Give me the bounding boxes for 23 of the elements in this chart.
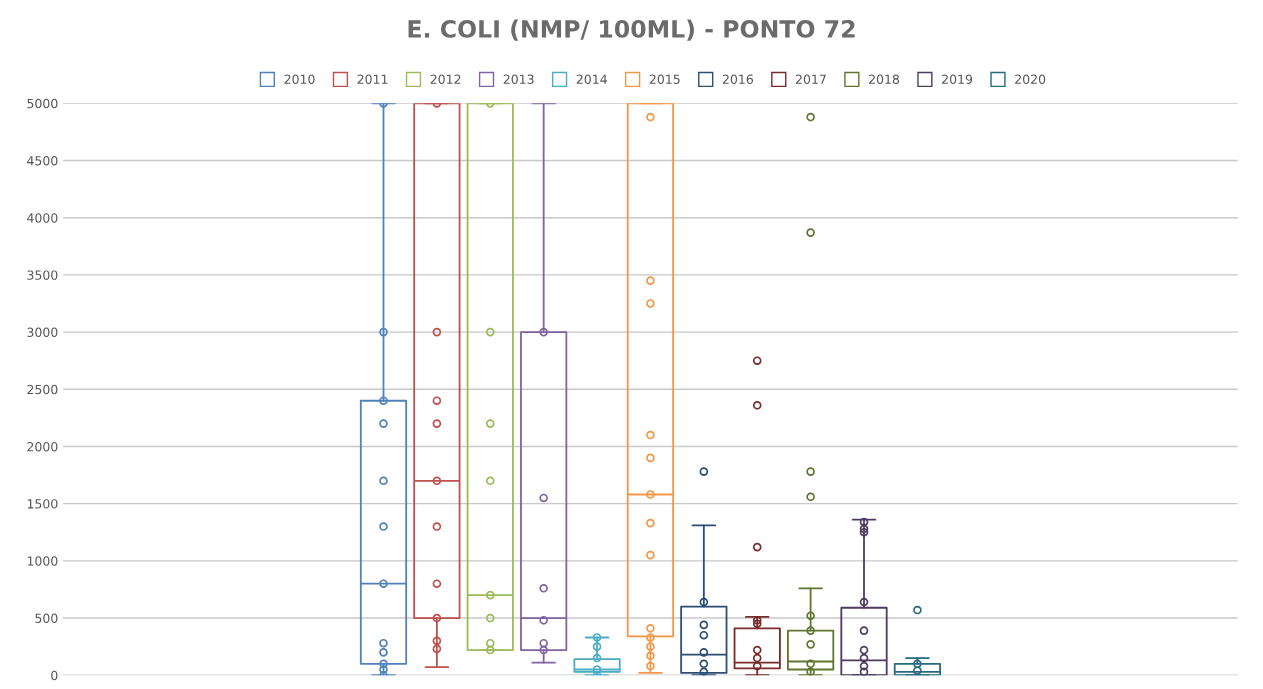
legend-label: 2011 [357,74,388,84]
y-tick-label: 3000 [27,327,58,338]
y-tick-label: 0 [51,670,58,681]
legend-label: 2018 [869,74,900,84]
y-tick-label: 3500 [27,270,58,280]
legend-label: 2016 [722,74,753,84]
y-tick-label: 1000 [27,556,58,566]
y-tick-label: 1500 [27,499,58,509]
y-tick-label: 500 [35,613,58,623]
chart-title: E. COLI (NMP/ 100ML) - PONTO 72 [408,19,855,41]
legend-label: 2019 [942,74,973,84]
legend-label: 2012 [430,74,461,84]
y-tick-label: 4000 [27,213,58,223]
legend-label: 2010 [284,74,315,84]
y-tick-label: 2500 [27,384,58,395]
legend-label: 2013 [503,74,534,84]
y-tick-label: 5000 [27,98,58,109]
legend-label: 2020 [1015,74,1046,84]
y-tick-label: 2000 [27,441,58,452]
legend-label: 2017 [795,74,826,84]
legend-label: 2014 [576,74,607,84]
y-tick-label: 4500 [27,156,58,166]
legend-label: 2015 [649,74,680,84]
